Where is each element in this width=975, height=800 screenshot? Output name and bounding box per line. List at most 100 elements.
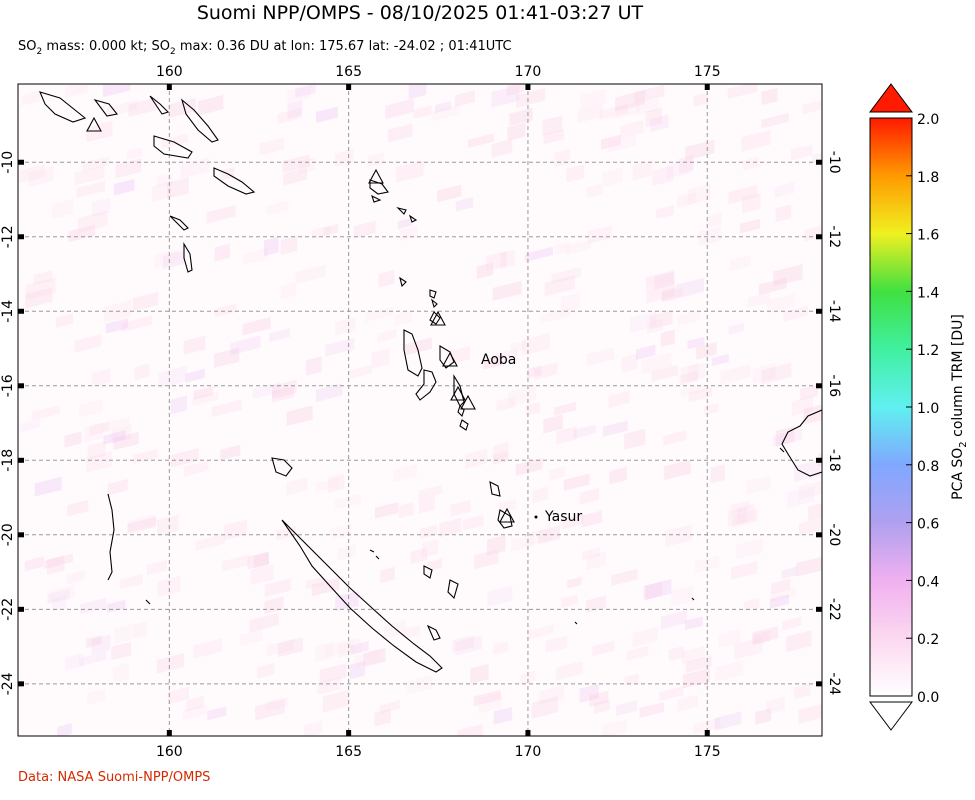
so2-cell xyxy=(718,628,741,649)
so2-cell xyxy=(645,270,674,289)
so2-cell xyxy=(752,363,776,384)
so2-cell xyxy=(772,428,803,447)
so2-cell xyxy=(565,239,592,256)
so2-cell xyxy=(545,635,568,654)
so2-cell xyxy=(314,641,334,663)
so2-cell xyxy=(507,122,526,142)
so2-cell xyxy=(154,248,180,269)
so2-cell xyxy=(711,353,729,367)
so2-cell xyxy=(87,688,106,705)
so2-cell xyxy=(269,328,291,342)
so2-cell xyxy=(498,498,517,513)
y-tick-label: -12 xyxy=(826,225,842,248)
so2-cell xyxy=(715,660,744,682)
so2-cell xyxy=(781,566,798,579)
so2-cell xyxy=(79,398,103,418)
so2-cell xyxy=(683,667,710,689)
colorbar-min-arrow xyxy=(869,701,913,731)
so2-cell xyxy=(306,576,325,590)
so2-cell xyxy=(335,590,359,612)
so2-cell xyxy=(554,241,571,256)
so2-cell xyxy=(556,426,577,445)
y-tick-label: -22 xyxy=(826,598,842,621)
so2-cell xyxy=(79,597,107,615)
so2-cell xyxy=(771,578,791,594)
so2-cell xyxy=(510,340,527,354)
so2-cell xyxy=(786,630,812,653)
so2-cell xyxy=(491,138,513,158)
so2-cell xyxy=(678,155,694,174)
so2-cell xyxy=(808,502,822,521)
so2-cell xyxy=(255,698,285,721)
so2-cell xyxy=(349,364,373,379)
so2-cell xyxy=(734,636,763,660)
so2-cell xyxy=(509,107,533,127)
so2-cell xyxy=(121,315,152,333)
so2-cell xyxy=(286,476,308,496)
so2-cell xyxy=(158,365,187,389)
so2-cell xyxy=(317,676,342,695)
so2-cell xyxy=(770,586,796,603)
so2-cell xyxy=(532,486,549,504)
so2-cell xyxy=(649,310,673,330)
so2-cell xyxy=(632,626,658,648)
so2-cell xyxy=(799,479,822,500)
so2-cell xyxy=(311,225,331,240)
x-tick-label: 170 xyxy=(515,64,542,80)
so2-cell xyxy=(516,88,546,108)
so2-cell xyxy=(794,683,811,699)
footer: Data: NASA Suomi-NPP/OMPS xyxy=(18,770,210,785)
so2-cell xyxy=(383,620,406,639)
so2-cell xyxy=(167,177,189,199)
so2-cell xyxy=(492,280,522,301)
so2-cell xyxy=(730,560,758,580)
so2-cell xyxy=(758,277,787,296)
so2-cell xyxy=(377,328,397,343)
so2-cell xyxy=(615,89,645,112)
so2-cell xyxy=(24,556,44,572)
so2-cell xyxy=(731,500,750,515)
so2-cell xyxy=(775,204,792,222)
so2-cell xyxy=(418,495,435,514)
so2-cell xyxy=(76,180,106,198)
x-tick-label: 175 xyxy=(694,64,721,80)
so2-cell xyxy=(330,522,353,540)
colorbar-label-part: column TRM [DU] xyxy=(950,314,966,441)
so2-cell xyxy=(682,646,706,665)
so2-cell xyxy=(663,430,687,446)
so2-cell xyxy=(267,638,294,657)
so2-cell xyxy=(761,87,778,106)
so2-cell xyxy=(304,720,323,736)
so2-cell xyxy=(477,692,503,714)
so2-cell xyxy=(632,160,653,181)
so2-cell xyxy=(182,704,207,721)
so2-cell xyxy=(581,510,602,528)
so2-cell xyxy=(728,506,747,527)
so2-cell xyxy=(662,286,677,303)
so2-cell xyxy=(20,418,41,433)
so2-cell xyxy=(92,368,111,387)
so2-cell xyxy=(769,594,790,609)
volcano xyxy=(86,116,102,132)
so2-cell xyxy=(404,624,421,639)
y-tick-label: -22 xyxy=(0,598,16,621)
so2-cell xyxy=(688,386,713,403)
so2-cell xyxy=(132,291,159,312)
so2-cell xyxy=(126,147,142,160)
colorbar-tick-label: 1.2 xyxy=(917,343,939,359)
y-tick-label: -18 xyxy=(826,449,842,472)
colorbar-ticks: 0.0 0.2 0.4 0.6 0.8 1.0 1.2 1.4 1.6 1.8 2.0 xyxy=(906,112,939,706)
so2-cell xyxy=(561,594,578,608)
so2-cell xyxy=(800,384,818,401)
so2-cell xyxy=(493,348,518,366)
so2-cell xyxy=(31,405,60,421)
y-tick-label: -24 xyxy=(0,672,16,695)
so2-cell xyxy=(156,653,185,674)
so2-cell xyxy=(666,158,693,179)
so2-cell xyxy=(645,579,672,601)
so2-cell xyxy=(646,281,675,304)
so2-cell xyxy=(586,595,606,613)
so2-cell xyxy=(272,379,297,399)
so2-cell xyxy=(573,424,596,439)
